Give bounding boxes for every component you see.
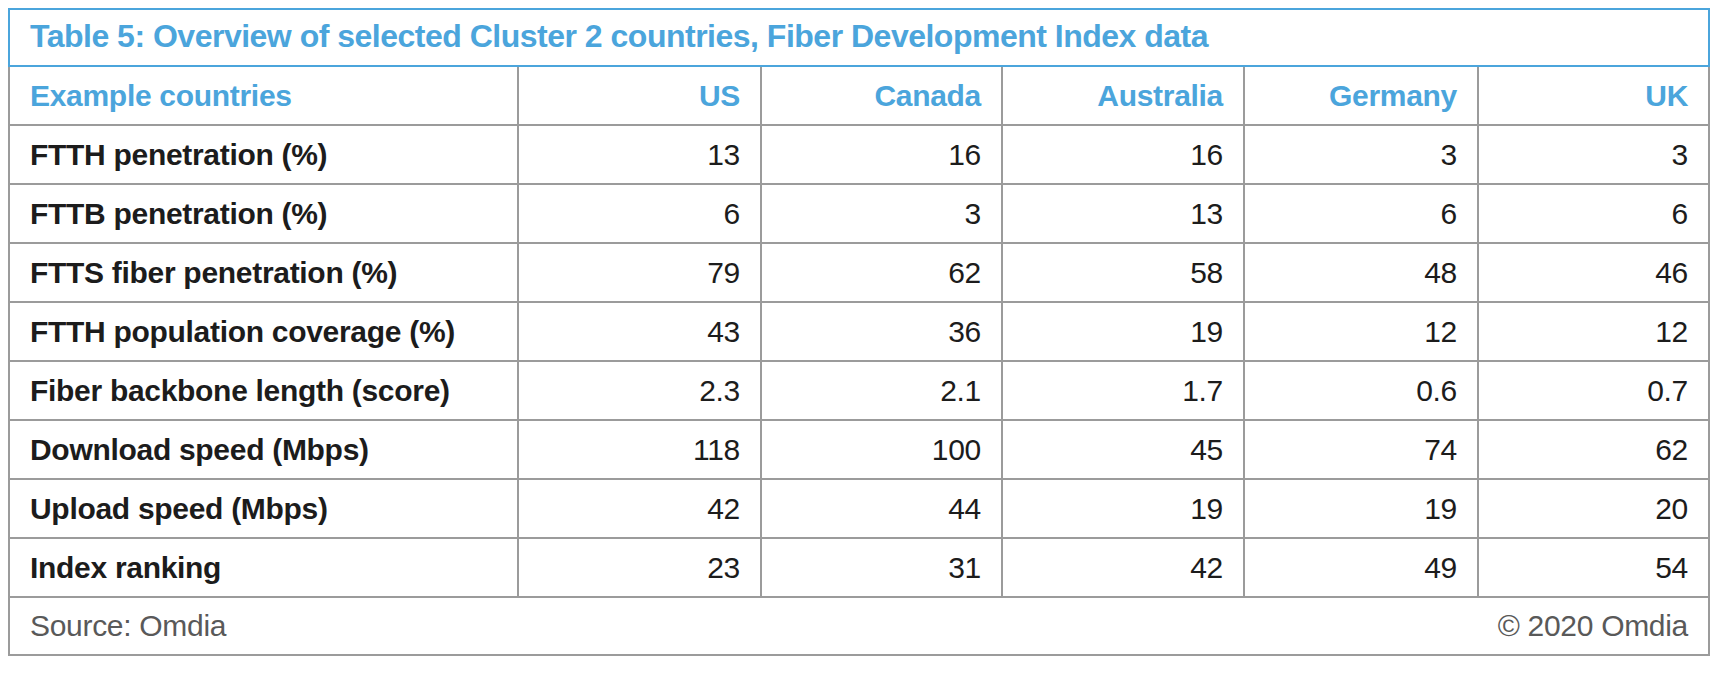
title-row: Table 5: Overview of selected Cluster 2 … <box>9 9 1709 66</box>
table-cell: 42 <box>1002 538 1244 597</box>
table-cell: 0.7 <box>1478 361 1709 420</box>
table-row: FTTS fiber penetration (%) 79 62 58 48 4… <box>9 243 1709 302</box>
row-label: Download speed (Mbps) <box>9 420 518 479</box>
table-cell: 46 <box>1478 243 1709 302</box>
row-label: FTTH population coverage (%) <box>9 302 518 361</box>
row-label: FTTB penetration (%) <box>9 184 518 243</box>
table-cell: 23 <box>518 538 761 597</box>
table-cell: 49 <box>1244 538 1478 597</box>
source-text: Source: Omdia <box>30 609 226 643</box>
table-cell: 1.7 <box>1002 361 1244 420</box>
table-cell: 43 <box>518 302 761 361</box>
table-cell: 3 <box>1478 125 1709 184</box>
table-cell: 48 <box>1244 243 1478 302</box>
table-cell: 6 <box>1244 184 1478 243</box>
table-cell: 74 <box>1244 420 1478 479</box>
column-header-australia: Australia <box>1002 66 1244 125</box>
table-cell: 118 <box>518 420 761 479</box>
copyright-text: © 2020 Omdia <box>1498 609 1688 643</box>
header-row: Example countries US Canada Australia Ge… <box>9 66 1709 125</box>
table-cell: 45 <box>1002 420 1244 479</box>
table-cell: 2.1 <box>761 361 1002 420</box>
table-cell: 100 <box>761 420 1002 479</box>
table-cell: 36 <box>761 302 1002 361</box>
column-header-canada: Canada <box>761 66 1002 125</box>
table-cell: 6 <box>1478 184 1709 243</box>
table-cell: 6 <box>518 184 761 243</box>
report-table-figure: Table 5: Overview of selected Cluster 2 … <box>0 0 1725 690</box>
table-title: Table 5: Overview of selected Cluster 2 … <box>9 9 1709 66</box>
row-label: Index ranking <box>9 538 518 597</box>
table-footer: Source: Omdia © 2020 Omdia <box>9 597 1709 655</box>
table-cell: 2.3 <box>518 361 761 420</box>
column-header-uk: UK <box>1478 66 1709 125</box>
table-cell: 13 <box>1002 184 1244 243</box>
table-row: Download speed (Mbps) 118 100 45 74 62 <box>9 420 1709 479</box>
table-cell: 62 <box>761 243 1002 302</box>
table-cell: 12 <box>1478 302 1709 361</box>
table-cell: 16 <box>1002 125 1244 184</box>
row-label: Fiber backbone length (score) <box>9 361 518 420</box>
column-header-example-countries: Example countries <box>9 66 518 125</box>
column-header-germany: Germany <box>1244 66 1478 125</box>
table-cell: 31 <box>761 538 1002 597</box>
table-cell: 13 <box>518 125 761 184</box>
table-row: FTTH population coverage (%) 43 36 19 12… <box>9 302 1709 361</box>
table-row: FTTH penetration (%) 13 16 16 3 3 <box>9 125 1709 184</box>
table-cell: 3 <box>1244 125 1478 184</box>
table-cell: 12 <box>1244 302 1478 361</box>
table-cell: 42 <box>518 479 761 538</box>
table-cell: 62 <box>1478 420 1709 479</box>
table-row: Fiber backbone length (score) 2.3 2.1 1.… <box>9 361 1709 420</box>
table-row: FTTB penetration (%) 6 3 13 6 6 <box>9 184 1709 243</box>
table-cell: 58 <box>1002 243 1244 302</box>
table-row: Index ranking 23 31 42 49 54 <box>9 538 1709 597</box>
table-cell: 44 <box>761 479 1002 538</box>
row-label: FTTH penetration (%) <box>9 125 518 184</box>
table-cell: 19 <box>1002 479 1244 538</box>
table-cell: 3 <box>761 184 1002 243</box>
table-cell: 54 <box>1478 538 1709 597</box>
fiber-development-index-table: Table 5: Overview of selected Cluster 2 … <box>8 8 1710 656</box>
column-header-us: US <box>518 66 761 125</box>
footer-row: Source: Omdia © 2020 Omdia <box>9 597 1709 655</box>
table-cell: 20 <box>1478 479 1709 538</box>
table-row: Upload speed (Mbps) 42 44 19 19 20 <box>9 479 1709 538</box>
table-cell: 16 <box>761 125 1002 184</box>
row-label: Upload speed (Mbps) <box>9 479 518 538</box>
table-cell: 19 <box>1002 302 1244 361</box>
row-label: FTTS fiber penetration (%) <box>9 243 518 302</box>
table-cell: 79 <box>518 243 761 302</box>
table-cell: 0.6 <box>1244 361 1478 420</box>
table-cell: 19 <box>1244 479 1478 538</box>
